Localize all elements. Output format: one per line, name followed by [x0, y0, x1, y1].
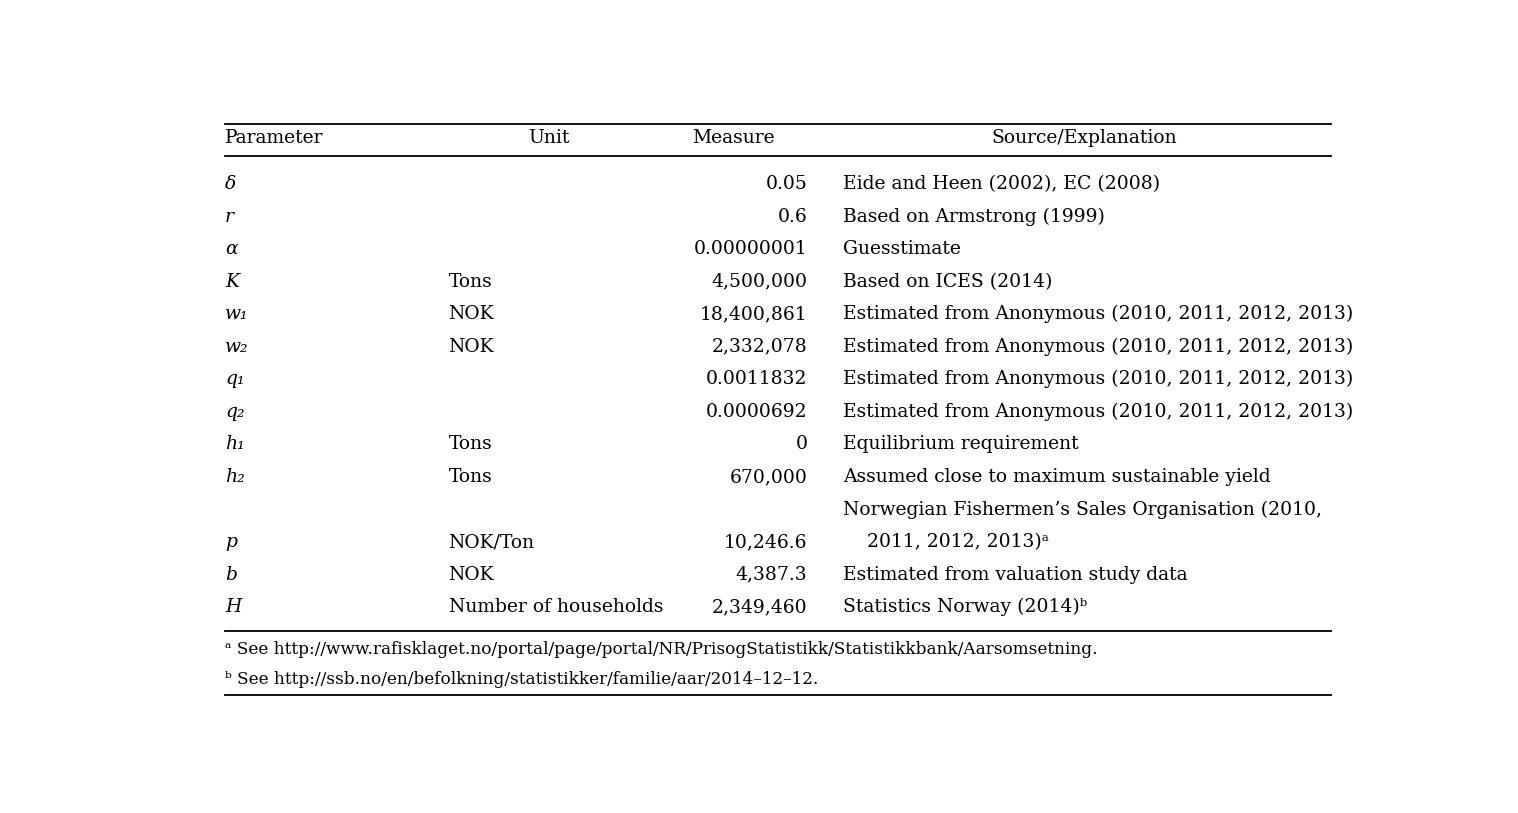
Text: Parameter: Parameter: [225, 129, 323, 147]
Text: Estimated from Anonymous (2010, 2011, 2012, 2013): Estimated from Anonymous (2010, 2011, 20…: [842, 337, 1353, 356]
Text: b: b: [225, 566, 237, 584]
Text: Guesstimate: Guesstimate: [842, 240, 961, 258]
Text: q₁: q₁: [225, 370, 244, 389]
Text: NOK: NOK: [449, 566, 495, 584]
Text: Based on ICES (2014): Based on ICES (2014): [842, 272, 1052, 290]
Text: Based on Armstrong (1999): Based on Armstrong (1999): [842, 207, 1105, 226]
Text: Norwegian Fishermen’s Sales Organisation (2010,: Norwegian Fishermen’s Sales Organisation…: [842, 500, 1322, 519]
Text: Unit: Unit: [528, 129, 569, 147]
Text: 0.05: 0.05: [765, 175, 808, 193]
Text: 0.0011832: 0.0011832: [706, 370, 808, 389]
Text: Statistics Norway (2014)ᵇ: Statistics Norway (2014)ᵇ: [842, 598, 1087, 616]
Text: NOK: NOK: [449, 337, 495, 356]
Text: Tons: Tons: [449, 272, 492, 290]
Text: 4,500,000: 4,500,000: [712, 272, 808, 290]
Text: ᵇ See http://ssb.no/en/befolkning/statistikker/familie/aar/2014–12–12.: ᵇ See http://ssb.no/en/befolkning/statis…: [225, 672, 818, 689]
Text: Assumed close to maximum sustainable yield: Assumed close to maximum sustainable yie…: [842, 468, 1271, 486]
Text: q₂: q₂: [225, 402, 244, 421]
Text: Estimated from Anonymous (2010, 2011, 2012, 2013): Estimated from Anonymous (2010, 2011, 20…: [842, 305, 1353, 324]
Text: w₂: w₂: [225, 337, 249, 356]
Text: 0: 0: [795, 436, 808, 454]
Text: Estimated from Anonymous (2010, 2011, 2012, 2013): Estimated from Anonymous (2010, 2011, 20…: [842, 402, 1353, 421]
Text: 2,332,078: 2,332,078: [712, 337, 808, 356]
Text: p: p: [225, 533, 237, 551]
Text: 0.00000001: 0.00000001: [694, 240, 808, 258]
Text: Tons: Tons: [449, 468, 492, 486]
Text: Estimated from Anonymous (2010, 2011, 2012, 2013): Estimated from Anonymous (2010, 2011, 20…: [842, 370, 1353, 389]
Text: Eide and Heen (2002), EC (2008): Eide and Heen (2002), EC (2008): [842, 175, 1160, 193]
Text: NOK/Ton: NOK/Ton: [449, 533, 534, 551]
Text: 4,387.3: 4,387.3: [736, 566, 808, 584]
Text: Number of households: Number of households: [449, 598, 663, 616]
Text: ᵃ See http://www.rafisklaget.no/portal/page/portal/NR/PrisogStatistikk/Statistik: ᵃ See http://www.rafisklaget.no/portal/p…: [225, 641, 1098, 659]
Text: H: H: [225, 598, 241, 616]
Text: Estimated from valuation study data: Estimated from valuation study data: [842, 566, 1187, 584]
Text: 18,400,861: 18,400,861: [700, 305, 808, 323]
Text: 10,246.6: 10,246.6: [724, 533, 808, 551]
Text: Tons: Tons: [449, 436, 492, 454]
Text: r: r: [225, 207, 234, 225]
Text: 670,000: 670,000: [730, 468, 808, 486]
Text: h₂: h₂: [225, 468, 244, 486]
Text: Source/Explanation: Source/Explanation: [991, 129, 1176, 147]
Text: w₁: w₁: [225, 305, 249, 323]
Text: δ: δ: [225, 175, 237, 193]
Text: 2011, 2012, 2013)ᵃ: 2011, 2012, 2013)ᵃ: [842, 533, 1049, 551]
Text: K: K: [225, 272, 238, 290]
Text: 0.6: 0.6: [777, 207, 808, 225]
Text: α: α: [225, 240, 238, 258]
Text: NOK: NOK: [449, 305, 495, 323]
Text: 0.0000692: 0.0000692: [706, 402, 808, 421]
Text: h₁: h₁: [225, 436, 244, 454]
Text: Equilibrium requirement: Equilibrium requirement: [842, 436, 1078, 454]
Text: Measure: Measure: [692, 129, 774, 147]
Text: 2,349,460: 2,349,460: [712, 598, 808, 616]
